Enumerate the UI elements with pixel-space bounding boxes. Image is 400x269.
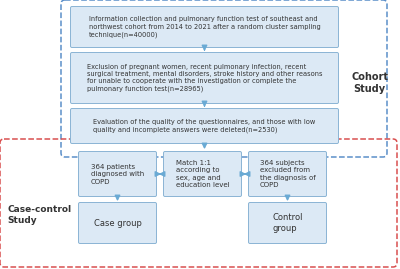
- FancyBboxPatch shape: [78, 203, 156, 243]
- Text: Control
group: Control group: [272, 213, 303, 233]
- Text: Case group: Case group: [94, 218, 142, 228]
- FancyBboxPatch shape: [70, 6, 338, 48]
- FancyBboxPatch shape: [248, 151, 326, 196]
- FancyBboxPatch shape: [248, 203, 326, 243]
- Text: Evaluation of the quality of the questionnaires, and those with low
quality and : Evaluation of the quality of the questio…: [93, 119, 316, 133]
- Text: 364 subjects
excluded from
the diagnosis of
COPD: 364 subjects excluded from the diagnosis…: [260, 160, 315, 188]
- FancyBboxPatch shape: [70, 52, 338, 104]
- FancyBboxPatch shape: [70, 108, 338, 143]
- Text: Case-control
Study: Case-control Study: [7, 205, 71, 225]
- Text: Exclusion of pregnant women, recent pulmonary infection, recent
surgical treatme: Exclusion of pregnant women, recent pulm…: [87, 63, 322, 93]
- Text: Information collection and pulmonary function test of southeast and
northwest co: Information collection and pulmonary fun…: [89, 16, 320, 38]
- Text: Match 1:1
according to
sex, age and
education level: Match 1:1 according to sex, age and educ…: [176, 160, 229, 188]
- FancyBboxPatch shape: [78, 151, 156, 196]
- Text: 364 patients
diagnosed with
COPD: 364 patients diagnosed with COPD: [91, 164, 144, 185]
- FancyBboxPatch shape: [164, 151, 242, 196]
- Text: Cohort
Study: Cohort Study: [351, 72, 388, 94]
